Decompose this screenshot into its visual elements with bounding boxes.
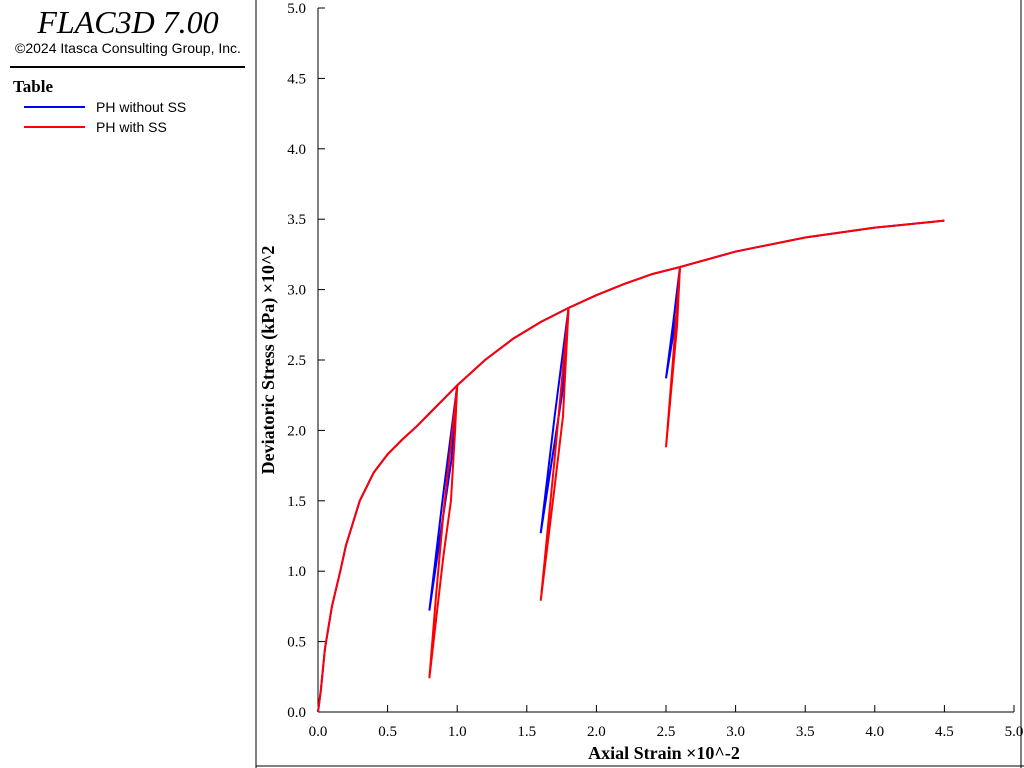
- plot: 0.0 0.5 1.0 1.5 2.0 2.5 3.0 3.5 4.0 4.5 5.0 0.0 0.5 1…: [258, 1, 1023, 763]
- x-tick-label: 0.0: [309, 724, 328, 740]
- legend: PH without SS PH with SS: [24, 99, 186, 135]
- x-tick-label: 0.5: [378, 724, 397, 740]
- y-tick-label: 1.5: [287, 494, 306, 510]
- copyright: ©2024 Itasca Consulting Group, Inc.: [15, 40, 241, 56]
- y-tick-label: 0.5: [287, 635, 306, 651]
- y-tick-label: 3.5: [287, 212, 306, 228]
- legend-label: PH without SS: [96, 99, 186, 115]
- y-tick-label: 4.0: [287, 142, 306, 158]
- series-line: [317, 219, 945, 713]
- y-tick-label: 2.5: [287, 353, 306, 369]
- x-tick-label: 4.0: [865, 724, 884, 740]
- y-tick-label: 5.0: [287, 1, 306, 17]
- x-tick-label: 2.5: [657, 724, 676, 740]
- x-tick-label: 5.0: [1005, 724, 1024, 740]
- x-tick-label: 3.0: [726, 724, 745, 740]
- x-tick-label: 1.0: [448, 724, 467, 740]
- x-tick-label: 4.5: [935, 724, 954, 740]
- y-tick-label: 2.0: [287, 423, 306, 439]
- x-tick-label: 2.0: [587, 724, 606, 740]
- y-tick-label: 3.0: [287, 283, 306, 299]
- legend-label: PH with SS: [96, 119, 167, 135]
- y-tick-label: 4.5: [287, 71, 306, 87]
- x-axis-label: Axial Strain ×10^-2: [588, 743, 740, 763]
- x-tick-label: 1.5: [517, 724, 536, 740]
- y-tick-label: 1.0: [287, 564, 306, 580]
- legend-title: Table: [13, 77, 53, 96]
- x-tick-label: 3.5: [796, 724, 815, 740]
- y-tick-label: 0.0: [287, 705, 306, 721]
- y-axis-label: Deviatoric Stress (kPa) ×10^2: [258, 246, 279, 475]
- app-title: FLAC3D 7.00: [36, 4, 218, 40]
